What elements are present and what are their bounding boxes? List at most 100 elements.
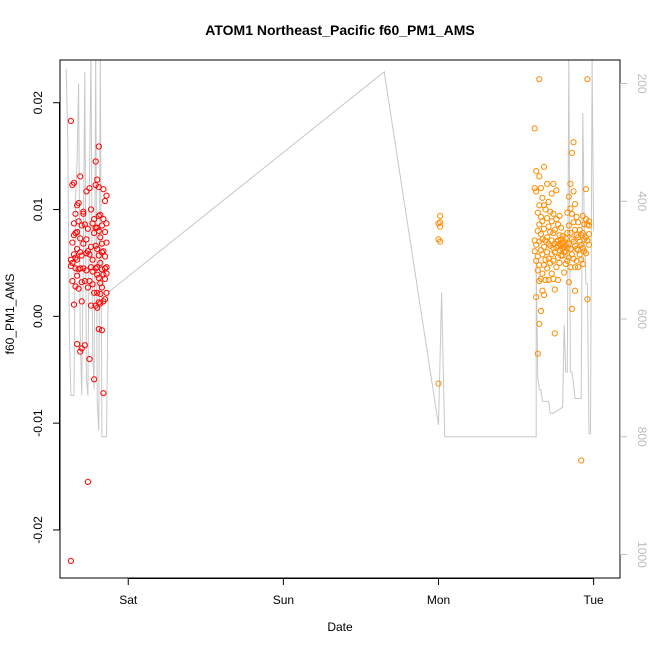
data-point-series-2 (536, 320, 543, 327)
data-point-series-1 (83, 236, 90, 243)
points-layer (67, 76, 593, 565)
data-point-series-2 (561, 269, 568, 276)
data-point-series-1 (92, 242, 99, 249)
right-tick-label: 400 (635, 191, 649, 211)
data-point-series-1 (103, 192, 110, 199)
pressure-line (65, 60, 595, 438)
data-point-series-2 (437, 212, 444, 219)
data-point-series-1 (91, 216, 98, 223)
data-point-series-2 (582, 186, 590, 193)
data-point-series-1 (94, 271, 101, 278)
data-point-series-2 (565, 193, 572, 200)
data-point-series-2 (437, 223, 444, 230)
data-point-series-1 (100, 248, 107, 255)
x-tick-label: Sat (119, 593, 138, 607)
data-point-series-2 (536, 221, 543, 228)
data-point-series-1 (94, 264, 101, 271)
data-point-series-1 (94, 245, 101, 253)
data-point-series-2 (437, 219, 444, 226)
data-point-series-1 (91, 376, 98, 383)
data-point-series-2 (578, 241, 585, 248)
chart-title: ATOM1 Northeast_Pacific f60_PM1_AMS (205, 22, 474, 38)
data-point-series-2 (584, 296, 591, 303)
data-point-series-1 (83, 188, 90, 195)
data-point-series-1 (103, 289, 110, 296)
data-point-series-1 (69, 259, 76, 266)
data-point-series-1 (70, 301, 78, 308)
data-point-series-1 (97, 259, 104, 266)
data-point-series-1 (84, 225, 92, 232)
data-point-series-2 (554, 276, 562, 284)
data-point-series-1 (87, 206, 95, 213)
data-point-series-1 (84, 478, 92, 485)
data-point-series-1 (69, 239, 76, 246)
data-point-series-2 (531, 125, 538, 132)
data-point-series-2 (570, 188, 577, 195)
data-point-series-2 (565, 279, 572, 286)
data-point-series-1 (77, 249, 84, 256)
data-point-series-2 (437, 238, 444, 245)
data-point-series-1 (80, 208, 87, 215)
data-point-series-2 (571, 287, 579, 294)
data-point-series-1 (101, 275, 109, 282)
data-point-series-2 (542, 256, 549, 263)
data-point-series-1 (100, 390, 107, 397)
data-point-series-2 (565, 222, 572, 229)
data-point-series-1 (94, 176, 101, 183)
data-point-series-1 (67, 557, 75, 565)
data-point-series-1 (78, 345, 85, 352)
data-point-series-2 (567, 229, 574, 237)
data-point-series-2 (585, 218, 593, 225)
data-point-series-2 (582, 234, 590, 241)
line-layer (65, 60, 595, 438)
data-point-series-2 (558, 224, 565, 231)
data-point-series-2 (537, 307, 545, 315)
data-point-series-2 (561, 249, 568, 256)
data-point-series-1 (100, 186, 107, 193)
data-point-series-2 (585, 241, 593, 248)
data-point-series-1 (78, 222, 85, 229)
data-point-series-2 (570, 238, 577, 245)
data-point-series-1 (81, 221, 88, 228)
data-point-series-2 (564, 229, 571, 237)
y-axis-label: f60_PM1_AMS (3, 274, 17, 355)
data-point-series-1 (70, 251, 78, 258)
data-point-series-1 (95, 326, 102, 333)
data-point-series-2 (571, 201, 579, 208)
data-point-series-2 (579, 244, 586, 252)
data-point-series-2 (585, 222, 593, 229)
data-point-series-2 (540, 291, 548, 299)
data-point-series-2 (540, 243, 548, 250)
data-point-series-2 (545, 223, 552, 230)
data-point-series-2 (562, 235, 569, 242)
data-point-series-1 (80, 210, 87, 217)
data-point-series-1 (103, 239, 110, 246)
data-point-series-2 (536, 76, 543, 83)
data-point-series-2 (544, 234, 551, 241)
data-point-series-1 (98, 249, 106, 256)
data-point-series-2 (533, 168, 540, 175)
data-point-series-2 (564, 257, 571, 264)
data-point-series-2 (575, 219, 582, 226)
data-point-series-1 (84, 284, 92, 291)
data-point-series-1 (74, 228, 81, 236)
data-point-series-2 (539, 194, 546, 201)
data-point-series-2 (542, 276, 549, 284)
data-point-series-1 (97, 290, 104, 297)
data-point-series-1 (100, 216, 107, 223)
data-point-series-1 (87, 264, 95, 271)
data-point-series-2 (568, 149, 576, 156)
data-point-series-1 (83, 267, 90, 274)
data-point-series-1 (87, 302, 95, 309)
data-point-series-2 (544, 215, 551, 222)
data-point-series-1 (75, 200, 82, 207)
data-point-series-2 (571, 242, 579, 249)
data-point-series-2 (575, 264, 582, 271)
data-point-series-1 (103, 220, 110, 227)
data-point-series-2 (568, 210, 576, 217)
data-point-series-2 (539, 270, 546, 277)
data-point-series-2 (567, 180, 574, 187)
data-point-series-2 (585, 231, 593, 238)
data-point-series-1 (69, 278, 76, 285)
axes-layer: Sat Sun Mon Tue -0.02 -0.01 0.00 0.01 0.02 200 400… (31, 74, 649, 607)
